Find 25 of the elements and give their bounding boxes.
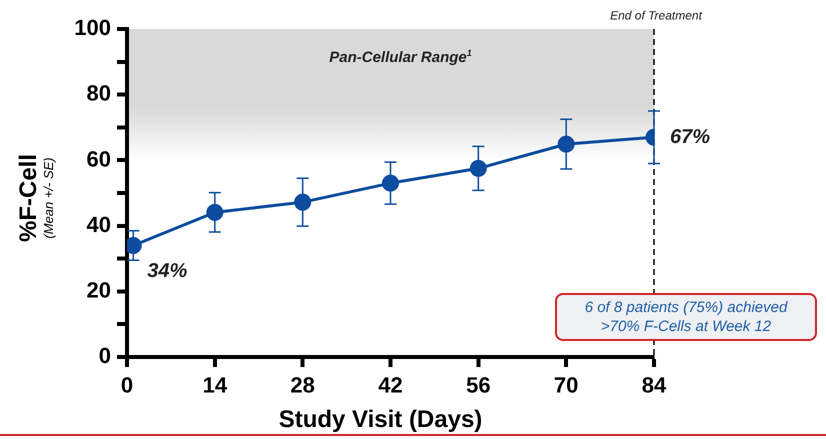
y-axis-title: %F-Cell <box>15 154 42 242</box>
point <box>382 174 399 192</box>
y-tick-label: 60 <box>86 146 111 172</box>
x-tick-label: 28 <box>290 372 315 398</box>
point <box>558 136 575 153</box>
data-label: 34% <box>147 260 188 282</box>
y-tick-label: 40 <box>86 212 111 237</box>
callout-box: 6 of 8 patients (75%) achieved >70% F-Cells at Week 12 <box>555 293 817 341</box>
point <box>206 204 224 221</box>
data-label: 67% <box>670 126 710 148</box>
y-tick-label: 80 <box>86 80 111 106</box>
y-tick-label: 100 <box>74 15 111 40</box>
y-tick-label: 20 <box>86 277 111 302</box>
x-tick-label: 70 <box>554 372 578 398</box>
x-tick-label: 42 <box>378 372 403 398</box>
x-tick-label: 84 <box>642 372 667 398</box>
x-axis-title: Study Visit (Days) <box>278 406 482 433</box>
ref-line-label: End of Treatment <box>610 8 703 22</box>
x-tick-label: 14 <box>202 372 228 398</box>
x-tick-label: 0 <box>120 372 134 398</box>
point <box>294 194 312 211</box>
point <box>470 160 487 177</box>
text: (Mean +/- SE) <box>41 157 56 239</box>
y-tick-label: 0 <box>98 343 111 368</box>
x-tick-label: 56 <box>466 372 491 398</box>
